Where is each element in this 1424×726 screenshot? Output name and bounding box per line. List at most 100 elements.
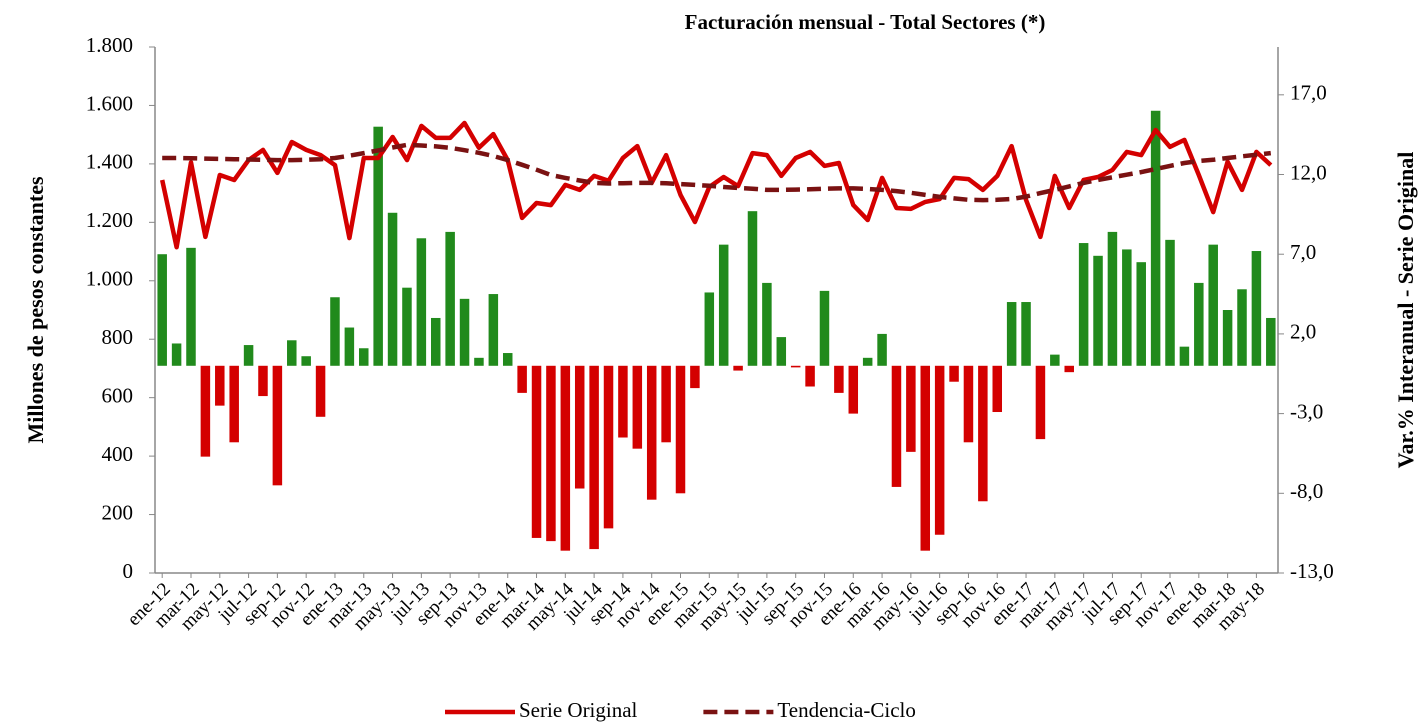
bar xyxy=(1208,244,1218,366)
bar xyxy=(215,365,225,406)
bar xyxy=(1107,231,1118,366)
bar xyxy=(718,244,729,366)
bar xyxy=(171,343,182,366)
bar xyxy=(1136,262,1146,366)
y-axis-label: Millones de pesos constantes xyxy=(23,176,48,444)
bar xyxy=(618,365,628,438)
bar xyxy=(1122,249,1132,366)
y-tick-label: 1.200 xyxy=(86,208,133,232)
bar xyxy=(287,340,297,366)
bar xyxy=(834,365,844,393)
bar xyxy=(819,290,830,366)
bar xyxy=(805,365,815,387)
bar xyxy=(459,298,470,366)
bar xyxy=(387,212,398,366)
bar xyxy=(949,365,959,382)
bar xyxy=(330,297,340,366)
bar xyxy=(258,365,268,397)
bar xyxy=(675,365,686,494)
bar xyxy=(603,365,614,529)
y-tick-label: 0 xyxy=(123,559,134,583)
bar xyxy=(531,365,542,538)
bar xyxy=(1050,354,1060,366)
bar xyxy=(632,365,643,449)
y-tick-label: 1.000 xyxy=(86,267,133,291)
bar xyxy=(315,365,326,417)
bar xyxy=(272,365,283,486)
bar xyxy=(1251,251,1262,366)
bar xyxy=(445,231,455,366)
bar xyxy=(488,294,499,366)
bar xyxy=(646,365,657,500)
y-tick-label: 800 xyxy=(102,325,134,349)
bar xyxy=(589,365,599,550)
bar xyxy=(1093,255,1103,366)
bar xyxy=(848,365,859,414)
chart-title: Facturación mensual - Total Sectores (*) xyxy=(685,10,1046,34)
bar xyxy=(301,356,311,366)
y2-tick-label: 17,0 xyxy=(1290,81,1327,105)
y-tick-label: 1.600 xyxy=(86,91,133,115)
bar xyxy=(574,365,585,489)
bar xyxy=(430,317,441,366)
bar xyxy=(733,365,743,371)
bar xyxy=(906,365,916,452)
bar xyxy=(1165,239,1175,366)
bar xyxy=(978,365,988,502)
bar xyxy=(992,365,1003,413)
bar xyxy=(359,348,369,366)
legend-label: Tendencia-Ciclo xyxy=(777,698,915,722)
bar xyxy=(200,365,211,457)
bar xyxy=(762,282,772,366)
bar xyxy=(920,365,931,551)
bar xyxy=(1194,282,1204,366)
bar xyxy=(862,357,873,366)
y2-tick-label: 2,0 xyxy=(1290,320,1316,344)
y2-axis-label: Var.% Interanual - Serie Original xyxy=(1393,152,1418,469)
bar xyxy=(1266,317,1276,366)
bar xyxy=(1222,310,1233,366)
bar xyxy=(344,327,355,366)
y-tick-label: 400 xyxy=(102,442,134,466)
bar xyxy=(1006,302,1017,366)
y2-tick-label: -13,0 xyxy=(1290,559,1334,583)
bar xyxy=(1179,346,1190,366)
bar xyxy=(877,333,887,366)
y2-tick-label: -3,0 xyxy=(1290,399,1323,423)
line-series xyxy=(162,142,1272,203)
bar xyxy=(891,365,902,487)
bar xyxy=(690,365,700,389)
bar xyxy=(934,365,945,535)
bar xyxy=(402,287,412,366)
bar xyxy=(963,365,974,443)
bar xyxy=(1035,365,1046,440)
bar xyxy=(1237,289,1247,366)
y-tick-label: 1.800 xyxy=(86,33,133,57)
bar xyxy=(546,365,556,542)
bar xyxy=(243,345,254,366)
bar xyxy=(1064,365,1074,373)
y-tick-label: 200 xyxy=(102,500,134,524)
bar xyxy=(790,365,801,368)
bar xyxy=(776,337,787,366)
bar xyxy=(474,357,484,366)
bar xyxy=(1021,302,1031,366)
bar xyxy=(747,211,758,366)
bar xyxy=(704,292,715,366)
y-tick-label: 600 xyxy=(102,383,134,407)
bar xyxy=(517,365,527,393)
y-tick-label: 1.400 xyxy=(86,150,133,174)
bar xyxy=(502,353,513,366)
bar xyxy=(1150,110,1161,366)
legend-label: Serie Original xyxy=(519,698,638,722)
bar xyxy=(186,247,196,366)
bar xyxy=(157,254,167,366)
y2-tick-label: -8,0 xyxy=(1290,479,1323,503)
bar xyxy=(1078,243,1089,366)
bar xyxy=(373,126,383,366)
y2-tick-label: 12,0 xyxy=(1290,160,1327,184)
line-series xyxy=(159,120,1273,250)
bar xyxy=(229,365,239,443)
bar xyxy=(416,238,427,366)
